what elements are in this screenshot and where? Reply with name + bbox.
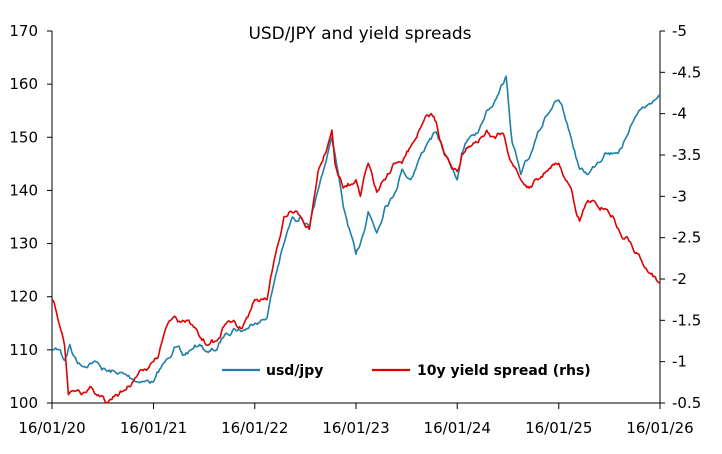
series-lines [51,75,661,404]
legend-label-usd-jpy: usd/jpy [266,363,323,379]
legend-label-yield-spread: 10y yield spread (rhs) [417,363,591,379]
y-right-tick-label: -4.5 [672,63,701,81]
chart-title: USD/JPY and yield spreads [248,24,471,44]
y-left-tick-label: 120 [9,288,38,306]
y-left-tick-label: 140 [9,181,38,199]
x-tick-label: 16/01/26 [626,419,693,437]
y-left-tick-label: 170 [9,22,38,40]
x-tick-label: 16/01/23 [322,419,389,437]
y-right-tick-label: -3 [672,187,687,205]
y-left-tick-label: 100 [9,394,38,412]
y-right-tick-label: -2 [672,270,687,288]
x-tick-label: 16/01/25 [525,419,592,437]
legend: usd/jpy 10y yield spread (rhs) [222,363,591,379]
y-right-tick-label: -5 [672,22,687,40]
y-left-tick-label: 110 [9,341,38,359]
series-line-usd-jpy [52,75,661,384]
series-line-yield-spread [51,112,661,404]
y-left-tick-label: 160 [9,75,38,93]
y-right-tick-label: -2.5 [672,229,701,247]
y-left-tick-label: 150 [9,128,38,146]
x-tick-label: 16/01/24 [424,419,491,437]
y-right-tick-label: -1 [672,353,687,371]
y-right-tick-label: -3.5 [672,146,701,164]
x-tick-label: 16/01/22 [221,419,288,437]
x-tick-label: 16/01/20 [18,419,85,437]
y-right-tick-label: -0.5 [672,394,701,412]
axes: 16/01/20 16/01/21 16/01/22 16/01/23 16/01/24… [9,22,701,437]
y-right-tick-label: -1.5 [672,311,701,329]
x-tick-label: 16/01/21 [120,419,187,437]
y-right-tick-label: -4 [672,105,687,123]
y-left-tick-label: 130 [9,235,38,253]
